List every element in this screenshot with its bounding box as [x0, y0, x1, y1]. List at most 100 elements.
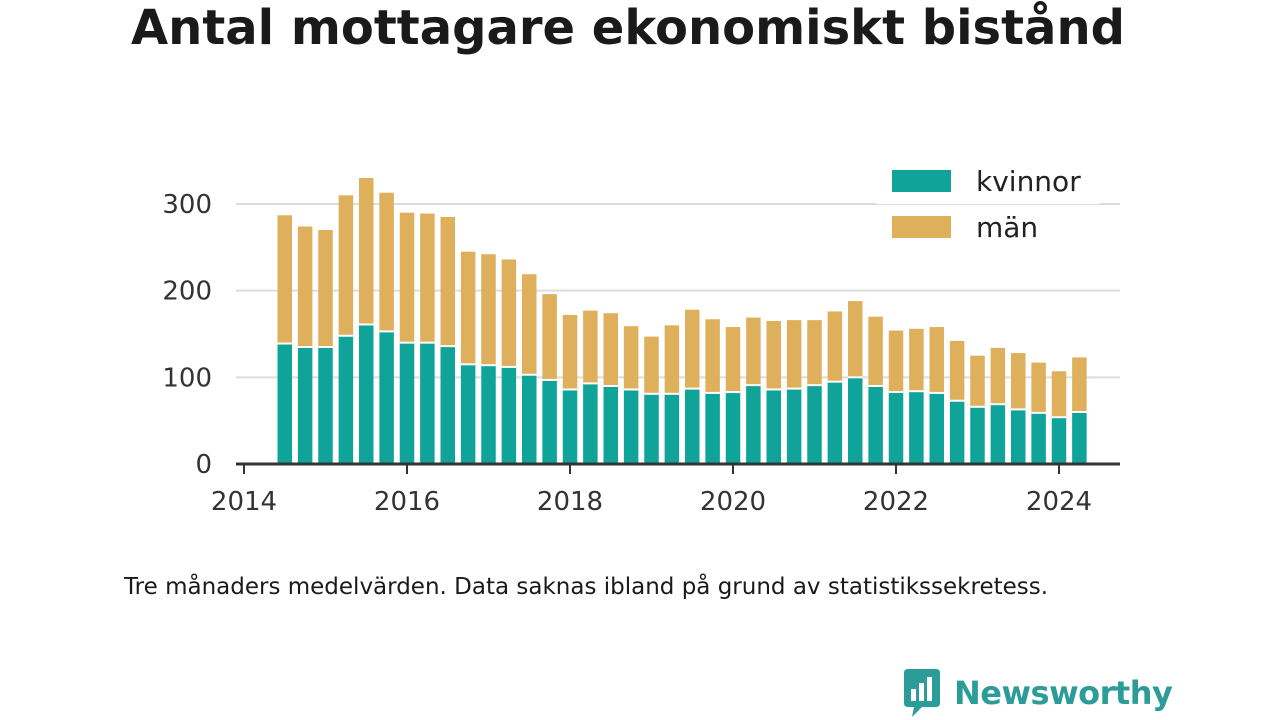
bar-kvinnor [420, 342, 435, 464]
bar-kvinnor [746, 385, 761, 464]
bar-kvinnor [685, 388, 700, 464]
bar-kvinnor [929, 392, 944, 464]
legend-swatch-man [892, 216, 951, 238]
bar-kvinnor [807, 385, 822, 464]
bar-kvinnor [460, 364, 476, 464]
bar-kvinnor [888, 392, 904, 464]
bar-kvinnor [481, 365, 496, 464]
x-tick-label: 2020 [700, 487, 766, 517]
bar-man [848, 301, 863, 378]
bar-kvinnor [909, 391, 924, 464]
bar-kvinnor [277, 343, 292, 464]
bar-man [359, 178, 374, 325]
brand-name: Newsworthy [954, 674, 1173, 712]
bar-man [501, 259, 517, 367]
bar-man [929, 327, 944, 393]
bar-man [807, 320, 822, 386]
bar-man [664, 325, 680, 394]
bar-man [481, 254, 496, 366]
y-tick-label: 200 [162, 277, 212, 307]
x-tick-label: 2022 [863, 487, 929, 517]
bar-kvinnor [1072, 412, 1087, 464]
bar-man [399, 212, 415, 343]
legend-label-kvinnor: kvinnor [976, 165, 1081, 198]
bar-man [746, 317, 761, 386]
bar-man [725, 327, 741, 393]
bar-man [949, 340, 965, 401]
x-tick-label: 2014 [211, 487, 277, 517]
chart-title: Antal mottagare ekonomiskt bistånd [131, 0, 1125, 56]
bar-man [379, 192, 394, 332]
chart-caption: Tre månaders medelvärden. Data saknas ib… [124, 574, 1049, 600]
bar-man [990, 347, 1006, 405]
bar-kvinnor [359, 324, 374, 464]
bar-kvinnor [644, 393, 659, 464]
bar-kvinnor [522, 374, 537, 464]
bar-kvinnor [1031, 412, 1046, 464]
bar-kvinnor [623, 389, 639, 464]
bar-kvinnor [949, 400, 965, 464]
bar-kvinnor [868, 386, 883, 464]
brand-logo: Newsworthy [902, 668, 1173, 718]
bar-man [1031, 362, 1046, 413]
bar-kvinnor [562, 389, 578, 464]
x-tick-label: 2016 [374, 487, 440, 517]
bar-kvinnor [583, 383, 598, 464]
bar-kvinnor [1011, 409, 1026, 464]
bar-man [420, 213, 435, 343]
x-tick-label: 2018 [537, 487, 603, 517]
bar-kvinnor [297, 347, 313, 464]
bar-man [460, 251, 476, 365]
bar-man [522, 274, 537, 375]
bar-man [970, 355, 985, 407]
bar-man [766, 321, 781, 390]
bar-kvinnor [725, 392, 741, 464]
bar-kvinnor [603, 386, 618, 464]
axes: 0 100 200 300 2014 2016 2018 2020 2022 2024 [162, 190, 1120, 517]
bar-kvinnor [318, 347, 333, 464]
bar-kvinnor [542, 379, 557, 464]
y-tick-label: 0 [195, 450, 212, 480]
bar-kvinnor [399, 342, 415, 464]
bar-man [685, 309, 700, 389]
bar-man [1051, 371, 1067, 418]
bar-man [440, 217, 455, 347]
bar-kvinnor [970, 406, 985, 464]
bar-man [1072, 357, 1087, 412]
legend: kvinnor män [877, 158, 1099, 244]
bar-man [318, 230, 333, 347]
bar-man [644, 336, 659, 394]
bar-kvinnor [705, 392, 720, 464]
bar-man [562, 314, 578, 390]
bar-kvinnor [786, 388, 802, 464]
bar-man [603, 313, 618, 386]
bar-man [623, 326, 639, 390]
bar-man [868, 316, 883, 386]
bar-kvinnor [379, 331, 394, 464]
bar-man [705, 319, 720, 393]
legend-label-man: män [976, 211, 1038, 244]
bar-kvinnor [1051, 417, 1067, 464]
bar-man [827, 311, 843, 382]
bar-kvinnor [440, 346, 455, 464]
y-tick-label: 100 [162, 363, 212, 393]
bar-man [338, 195, 354, 336]
bars [277, 178, 1087, 464]
bar-man [909, 328, 924, 392]
bar-kvinnor [848, 377, 863, 464]
bar-man [888, 330, 904, 393]
newsworthy-logo-icon [904, 669, 940, 717]
bar-man [277, 215, 292, 344]
legend-swatch-kvinnor [892, 170, 951, 192]
bar-kvinnor [501, 366, 517, 464]
bar-kvinnor [990, 404, 1006, 464]
bar-kvinnor [827, 381, 843, 464]
bar-man [297, 226, 313, 347]
bar-man [786, 320, 802, 389]
x-tick-label: 2024 [1026, 487, 1092, 517]
bar-man [1011, 353, 1026, 410]
bar-man [583, 310, 598, 384]
bar-kvinnor [664, 393, 680, 464]
bar-kvinnor [766, 389, 781, 464]
